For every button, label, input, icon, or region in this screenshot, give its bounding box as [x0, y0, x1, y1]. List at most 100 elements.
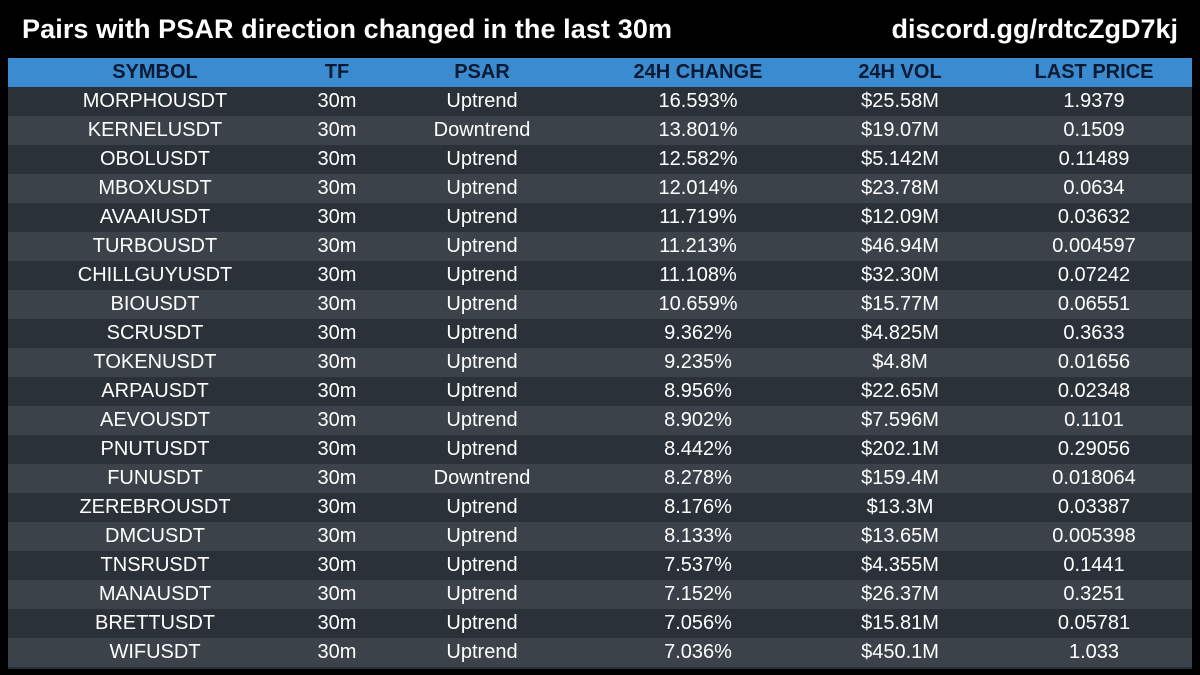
psar-cell: Uptrend	[446, 90, 518, 112]
price-cell: 0.3251	[1063, 583, 1125, 605]
price-cell: 0.05781	[1057, 612, 1131, 634]
change-cell: 7.056%	[664, 612, 732, 634]
table-row: KERNELUSDT 30m Downtrend 13.801% $19.07M 0.15…	[8, 116, 1192, 145]
symbol-cell: DMCUSDT	[105, 525, 205, 547]
symbol-cell: TURBOUSDT	[92, 235, 218, 257]
psar-cell: Uptrend	[446, 554, 518, 576]
tf-cell: 30m	[317, 235, 357, 257]
psar-cell: Uptrend	[446, 438, 518, 460]
table-row: CHILLGUYUSDT 30m Uptrend 11.108% $32.30M 0.07…	[8, 261, 1192, 290]
symbol-cell: BIOUSDT	[110, 293, 200, 315]
discord-link[interactable]: discord.gg/rdtcZgD7kj	[891, 14, 1178, 44]
price-cell: 0.004597	[1052, 235, 1136, 257]
table-row: WIFUSDT 30m Uptrend 7.036% $450.1M 1.033	[8, 638, 1192, 667]
price-cell: 1.9379	[1063, 90, 1125, 112]
symbol-cell: TNSRUSDT	[100, 554, 210, 576]
tf-cell: 30m	[317, 293, 357, 315]
tf-cell: 30m	[317, 438, 357, 460]
table-row: BRETTUSDT 30m Uptrend 7.056% $15.81M 0.05781	[8, 609, 1192, 638]
table-row: AVAAIUSDT 30m Uptrend 11.719% $12.09M 0.03632	[8, 203, 1192, 232]
change-cell: 9.362%	[664, 322, 732, 344]
table-row: ARPAUSDT 30m Uptrend 8.956% $22.65M 0.02348	[8, 377, 1192, 406]
symbol-cell: KERNELUSDT	[87, 119, 223, 141]
change-cell: 11.108%	[659, 264, 737, 286]
change-cell: 13.801%	[658, 119, 738, 141]
column-header-psar: PSAR	[454, 61, 510, 83]
change-cell: 8.176%	[664, 496, 732, 518]
volume-cell: $159.4M	[861, 467, 939, 489]
tf-cell: 30m	[317, 264, 357, 286]
tf-cell: 30m	[317, 612, 357, 634]
psar-cell: Uptrend	[446, 148, 518, 170]
price-cell: 0.1441	[1063, 554, 1125, 576]
tf-cell: 30m	[317, 496, 357, 518]
psar-cell: Uptrend	[446, 496, 518, 518]
table-row: MANAUSDT 30m Uptrend 7.152% $26.37M 0.3251	[8, 580, 1192, 609]
symbol-cell: TOKENUSDT	[93, 351, 217, 373]
change-cell: 9.235%	[664, 351, 732, 373]
price-cell: 0.3633	[1063, 322, 1125, 344]
volume-cell: $202.1M	[861, 438, 939, 460]
column-header-24h-vol: 24H VOL	[858, 61, 942, 83]
change-cell: 7.537%	[664, 554, 732, 576]
table-header: SYMBOL TF PSAR 24H CHANGE 24H VOL LAST P…	[8, 58, 1192, 87]
tf-cell: 30m	[317, 177, 357, 199]
symbol-cell: BRETTUSDT	[95, 612, 215, 634]
table-row: DMCUSDT 30m Uptrend 8.133% $13.65M 0.005398	[8, 522, 1192, 551]
symbol-cell: MORPHOUSDT	[82, 90, 228, 112]
volume-cell: $4.355M	[861, 554, 939, 576]
change-cell: 11.213%	[659, 235, 737, 257]
volume-cell: $23.78M	[861, 177, 939, 199]
change-cell: 7.036%	[664, 641, 732, 663]
change-cell: 10.659%	[658, 293, 738, 315]
change-cell: 8.278%	[664, 467, 732, 489]
table-row: TOKENUSDT 30m Uptrend 9.235% $4.8M 0.01656	[8, 348, 1192, 377]
table-row: MBOXUSDT 30m Uptrend 12.014% $23.78M 0.0634	[8, 174, 1192, 203]
price-cell: 0.03387	[1057, 496, 1131, 518]
tf-cell: 30m	[317, 583, 357, 605]
psar-cell: Uptrend	[446, 409, 518, 431]
page-header: Pairs with PSAR direction changed in the…	[0, 0, 1200, 58]
volume-cell: $15.77M	[861, 293, 939, 315]
volume-cell: $13.65M	[861, 525, 939, 547]
table-row: MORPHOUSDT 30m Uptrend 16.593% $25.58M 1.9379	[8, 87, 1192, 116]
psar-cell: Uptrend	[446, 525, 518, 547]
psar-cell: Downtrend	[433, 119, 531, 141]
symbol-cell: CHILLGUYUSDT	[77, 264, 233, 286]
tf-cell: 30m	[317, 641, 357, 663]
change-cell: 8.133%	[664, 525, 732, 547]
volume-cell: $13.3M	[866, 496, 934, 518]
volume-cell: $4.8M	[872, 351, 928, 373]
price-cell: 0.11489	[1058, 148, 1130, 170]
table-row: BIOUSDT 30m Uptrend 10.659% $15.77M 0.06551	[8, 290, 1192, 319]
table-row: PNUTUSDT 30m Uptrend 8.442% $202.1M 0.29056	[8, 435, 1192, 464]
column-header-symbol: SYMBOL	[112, 61, 198, 83]
price-cell: 0.005398	[1052, 525, 1136, 547]
psar-cell: Uptrend	[446, 264, 518, 286]
table-row: FUNUSDT 30m Downtrend 8.278% $159.4M 0.018064	[8, 464, 1192, 493]
psar-cell: Uptrend	[446, 177, 518, 199]
pairs-table-container: SYMBOL TF PSAR 24H CHANGE 24H VOL LAST P…	[8, 58, 1192, 669]
symbol-cell: WIFUSDT	[109, 641, 201, 663]
symbol-cell: ZEREBROUSDT	[79, 496, 231, 518]
volume-cell: $5.142M	[861, 148, 939, 170]
psar-cell: Uptrend	[446, 380, 518, 402]
psar-cell: Uptrend	[446, 322, 518, 344]
price-cell: 0.1101	[1064, 409, 1124, 431]
volume-cell: $19.07M	[861, 119, 939, 141]
volume-cell: $450.1M	[861, 641, 939, 663]
volume-cell: $4.825M	[861, 322, 939, 344]
change-cell: 7.152%	[664, 583, 732, 605]
volume-cell: $12.09M	[861, 206, 939, 228]
psar-cell: Uptrend	[446, 206, 518, 228]
table-row: ZEREBROUSDT 30m Uptrend 8.176% $13.3M 0.03387	[8, 493, 1192, 522]
column-header-tf: TF	[324, 61, 350, 83]
table-body: MORPHOUSDT 30m Uptrend 16.593% $25.58M 1.9379…	[8, 87, 1192, 667]
change-cell: 8.956%	[664, 380, 732, 402]
tf-cell: 30m	[317, 322, 357, 344]
price-cell: 1.033	[1068, 641, 1120, 663]
symbol-cell: AEVOUSDT	[99, 409, 211, 431]
volume-cell: $25.58M	[861, 90, 939, 112]
psar-cell: Uptrend	[446, 235, 518, 257]
tf-cell: 30m	[317, 554, 357, 576]
